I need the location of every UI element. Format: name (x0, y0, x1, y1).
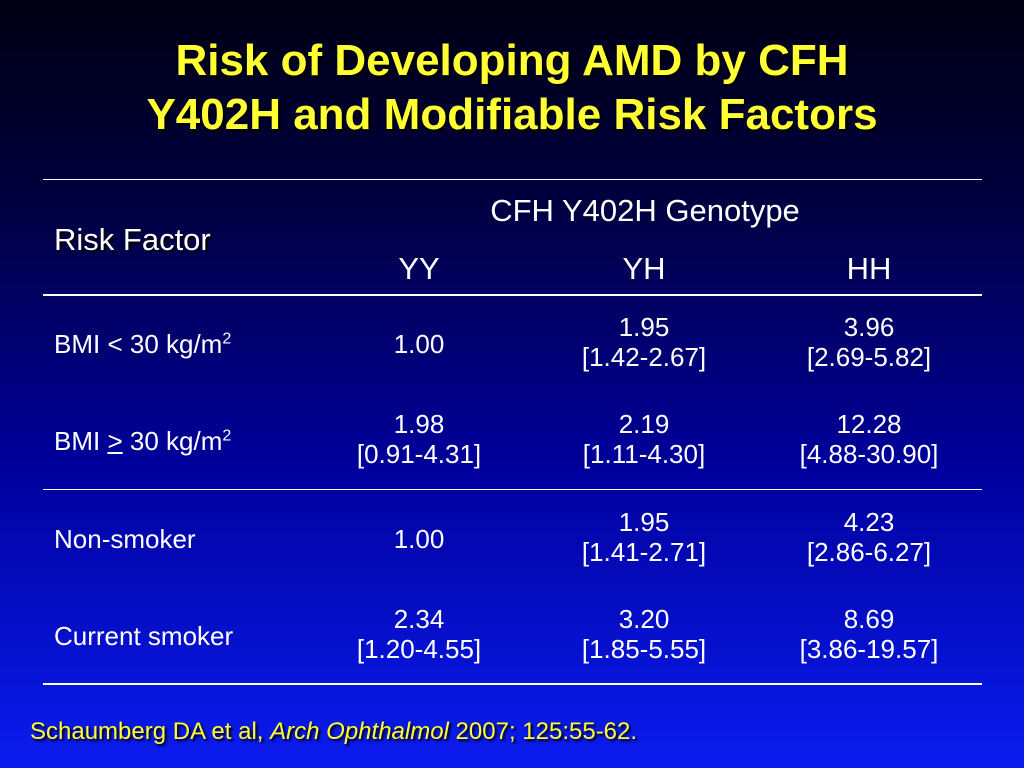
table-cell: 1.95 [1.41-2.71] (581, 507, 707, 567)
table-cell: 8.69 [3.86-19.57] (799, 604, 939, 664)
slide-title: Risk of Developing AMD by CFH Y402H and … (0, 34, 1024, 142)
genotype-yy-header: YY (398, 251, 440, 286)
table-cell: 1.00 (393, 524, 445, 554)
table-cell: 3.96 [2.69-5.82] (806, 312, 932, 372)
row-label: BMI < 30 kg/m2 (54, 329, 232, 359)
table-cell: 3.20 [1.85-5.55] (581, 604, 707, 664)
table-cell: 1.98 [0.91-4.31] (356, 409, 482, 469)
row-label: BMI > 30 kg/m2 (54, 426, 232, 456)
citation-details: 2007; 125:55-62. (448, 718, 638, 745)
header-rule (43, 294, 982, 296)
section-rule (43, 489, 982, 490)
table-bottom-rule (43, 683, 982, 685)
row-label: Current smoker (54, 621, 234, 651)
citation-authors: Schaumberg DA et al, (30, 718, 271, 745)
table-top-rule (43, 179, 982, 180)
genotype-yh-header: YH (622, 251, 666, 286)
genotype-hh-header: HH (846, 251, 892, 286)
slide-title-line-2: Y402H and Modifiable Risk Factors (146, 90, 878, 139)
slide-title-line-1: Risk of Developing AMD by CFH (175, 36, 849, 85)
table-cell: 2.34 [1.20-4.55] (356, 604, 482, 664)
table-cell: 12.28 [4.88-30.90] (799, 409, 939, 469)
table-cell: 2.19 [1.11-4.30] (582, 409, 706, 469)
citation-journal: Arch Ophthalmol (270, 718, 449, 745)
table-cell: 1.95 [1.42-2.67] (581, 312, 707, 372)
genotype-header: CFH Y402H Genotype (490, 193, 800, 228)
table-cell: 1.00 (393, 329, 445, 359)
citation: Schaumberg DA et al, Arch Ophthalmol 200… (30, 717, 637, 747)
row-label: Non-smoker (54, 524, 196, 554)
risk-factor-header: Risk Factor (54, 222, 211, 257)
table-cell: 4.23 [2.86-6.27] (806, 507, 932, 567)
